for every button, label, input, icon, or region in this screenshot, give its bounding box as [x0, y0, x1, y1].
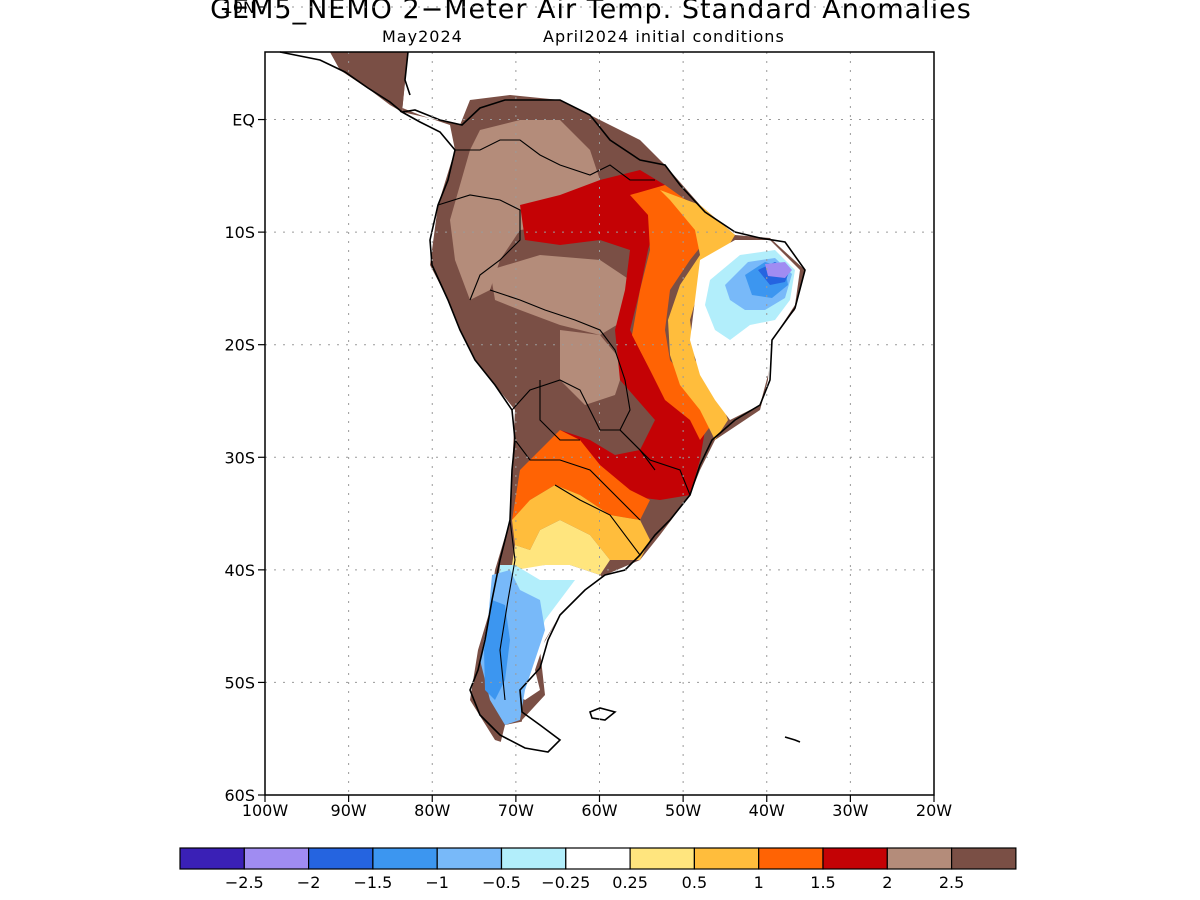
anomaly-2-band-bolivia — [560, 330, 625, 405]
legend-swatch — [886, 847, 953, 870]
graticule — [265, 6, 934, 795]
legend-swatch — [693, 847, 760, 870]
lat-tick-label: 10N — [223, 0, 255, 17]
legend-label: 0.25 — [612, 873, 648, 892]
anomaly-1-band-south — [512, 430, 650, 530]
legend-label: −1 — [425, 873, 449, 892]
legend-swatch — [500, 847, 567, 870]
anomaly-025-band-south — [512, 520, 610, 575]
initial-conditions: April2024 initial conditions — [543, 27, 785, 46]
lon-tick-label: 80W — [414, 801, 450, 820]
legend-label: −0.25 — [541, 873, 590, 892]
lat-tick-label: 20S — [224, 336, 255, 355]
lon-tick-label: 30W — [832, 801, 868, 820]
anomaly-05-band-south — [512, 485, 650, 560]
legend-swatch — [243, 847, 310, 870]
lon-tick-label: 90W — [331, 801, 367, 820]
legend-label: −2 — [297, 873, 321, 892]
lat-tick-label: EQ — [232, 111, 255, 130]
lat-tick-label: 30S — [224, 448, 255, 467]
forecast-month: May2024 — [382, 27, 463, 46]
legend-label: −2.5 — [225, 873, 264, 892]
legend-label: 1 — [754, 873, 764, 892]
country-borders — [437, 139, 691, 701]
lat-tick-label: 50S — [224, 673, 255, 692]
color-legend: −2.5 −2 −1.5 −1 −0.5 −0.25 0.25 0.5 1 1.5 2 2.5 — [179, 847, 1017, 892]
legend-swatch — [629, 847, 695, 870]
lon-tick-label: 50W — [665, 801, 701, 820]
legend-label: −0.5 — [482, 873, 521, 892]
legend-swatch — [950, 847, 1017, 870]
anomaly-15-band — [520, 170, 705, 500]
lat-tick-label: 10S — [224, 223, 255, 242]
legend-label: −1.5 — [353, 873, 392, 892]
chart-title: GEM5_NEMO 2−Meter Air Temp. Standard Ano… — [210, 0, 972, 25]
legend-label: 2.5 — [939, 873, 964, 892]
near-zero-tierra-del-fuego — [500, 720, 550, 752]
lon-tick-label: 70W — [498, 801, 534, 820]
coastlines — [279, 51, 806, 753]
lat-tick-label: 60S — [224, 786, 255, 805]
falkland-islands — [589, 707, 617, 721]
lon-tick-label: 20W — [916, 801, 952, 820]
legend-swatch — [758, 847, 824, 870]
anomaly-neg2-ne — [765, 262, 792, 278]
legend-label: 0.5 — [682, 873, 707, 892]
central-america-anomaly — [330, 52, 408, 112]
south-georgia — [784, 736, 801, 743]
legend-swatch — [436, 847, 503, 870]
anomaly-2-band-central — [490, 255, 630, 335]
central-america-outline — [279, 51, 411, 113]
legend-swatch — [372, 847, 438, 870]
legend-swatch — [565, 847, 631, 870]
legend-label: 1.5 — [810, 873, 835, 892]
longitude-axis: 100W 90W 80W 70W 60W 50W 40W 30W 20W — [242, 795, 952, 820]
latitude-axis: 10N EQ 10S 20S 30S 40S 50S 60S — [223, 0, 265, 805]
continent-outline — [399, 99, 806, 753]
legend-swatch — [308, 847, 374, 870]
legend-swatch — [822, 847, 888, 870]
legend-label: 2 — [882, 873, 892, 892]
lat-tick-label: 40S — [224, 561, 255, 580]
anomaly-1-band — [630, 185, 715, 440]
lon-tick-label: 40W — [749, 801, 785, 820]
legend-swatch — [179, 847, 245, 870]
lon-tick-label: 100W — [242, 801, 289, 820]
anomaly-field — [330, 52, 805, 752]
lon-tick-label: 60W — [581, 801, 617, 820]
